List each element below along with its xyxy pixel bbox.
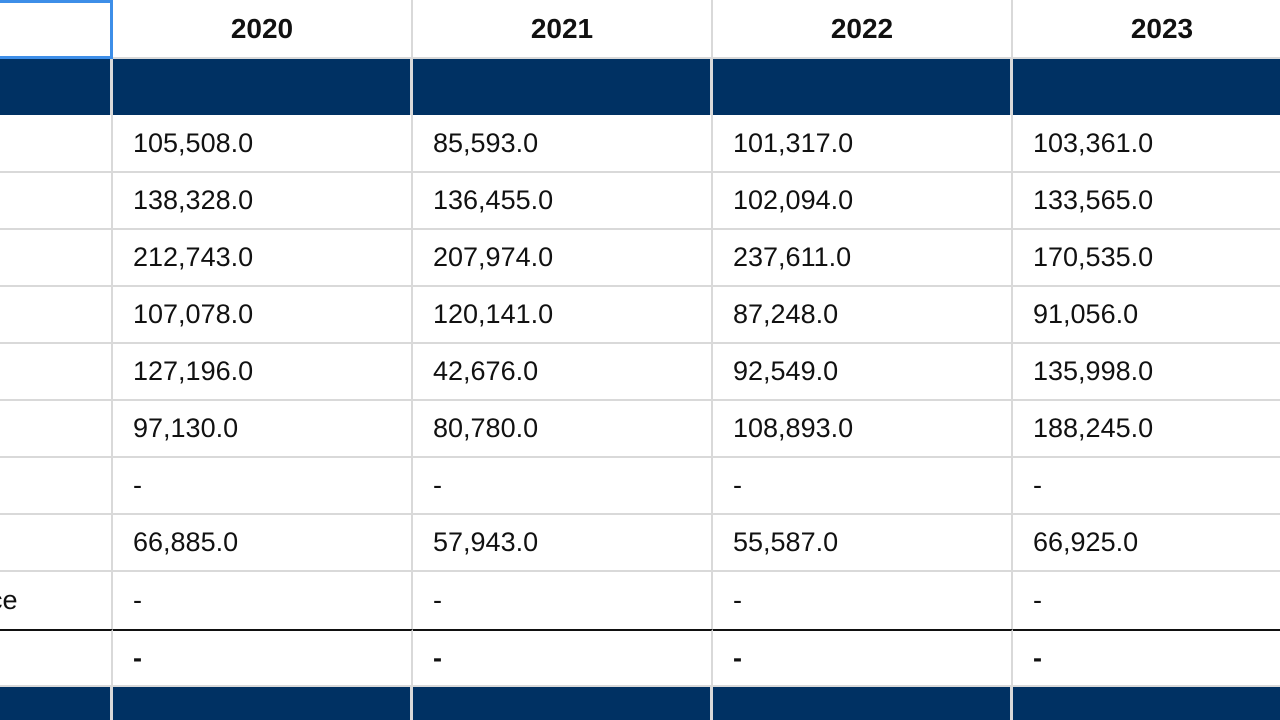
row-label-cell[interactable] — [0, 515, 113, 572]
table-cell[interactable]: - — [713, 458, 1013, 515]
table-cell[interactable]: 101,317.0 — [713, 115, 1013, 173]
row-label-cell[interactable] — [0, 401, 113, 458]
table-cell[interactable]: - — [113, 572, 413, 629]
section-band-bottom — [0, 687, 1280, 720]
table-row: - - - - — [0, 458, 1280, 515]
table-cell[interactable]: 107,078.0 — [113, 287, 413, 344]
table-cell[interactable]: 138,328.0 — [113, 173, 413, 230]
table-cell[interactable]: - — [1013, 458, 1280, 515]
row-label-cell[interactable] — [0, 629, 113, 687]
band-cell[interactable] — [113, 59, 413, 115]
table-cell[interactable]: 66,885.0 — [113, 515, 413, 572]
table-cell[interactable]: 97,130.0 — [113, 401, 413, 458]
table-cell[interactable]: 127,196.0 — [113, 344, 413, 401]
total-cell[interactable]: - — [713, 629, 1013, 687]
table-row: 138,328.0 136,455.0 102,094.0 133,565.0 — [0, 173, 1280, 230]
section-band-top — [0, 59, 1280, 115]
table-row: nce - - - - — [0, 572, 1280, 629]
table-row: 66,885.0 57,943.0 55,587.0 66,925.0 — [0, 515, 1280, 572]
table-cell[interactable]: 42,676.0 — [413, 344, 713, 401]
band-cell[interactable] — [713, 687, 1013, 720]
table-row: 107,078.0 120,141.0 87,248.0 91,056.0 — [0, 287, 1280, 344]
column-header-2022[interactable]: 2022 — [713, 0, 1013, 59]
table-cell[interactable]: 85,593.0 — [413, 115, 713, 173]
table-cell[interactable]: 188,245.0 — [1013, 401, 1280, 458]
table-cell[interactable]: - — [113, 458, 413, 515]
table-row: 127,196.0 42,676.0 92,549.0 135,998.0 — [0, 344, 1280, 401]
row-label-cell[interactable] — [0, 230, 113, 287]
table-cell[interactable]: 108,893.0 — [713, 401, 1013, 458]
column-header-2023[interactable]: 2023 — [1013, 0, 1280, 59]
table-cell[interactable]: 87,248.0 — [713, 287, 1013, 344]
band-cell[interactable] — [0, 59, 113, 115]
row-label-cell[interactable] — [0, 287, 113, 344]
table-row: 97,130.0 80,780.0 108,893.0 188,245.0 — [0, 401, 1280, 458]
table-cell[interactable]: 91,056.0 — [1013, 287, 1280, 344]
row-label-cell[interactable] — [0, 115, 113, 173]
band-cell[interactable] — [1013, 687, 1280, 720]
table-cell[interactable]: 120,141.0 — [413, 287, 713, 344]
table-cell[interactable]: 133,565.0 — [1013, 173, 1280, 230]
selected-corner-cell[interactable] — [0, 0, 113, 59]
band-cell[interactable] — [113, 687, 413, 720]
total-cell[interactable]: - — [413, 629, 713, 687]
band-cell[interactable] — [713, 59, 1013, 115]
row-label-cell[interactable] — [0, 458, 113, 515]
table-row: 105,508.0 85,593.0 101,317.0 103,361.0 — [0, 115, 1280, 173]
table-cell[interactable]: - — [713, 572, 1013, 629]
row-label-cell[interactable] — [0, 173, 113, 230]
table-cell[interactable]: 237,611.0 — [713, 230, 1013, 287]
column-header-2020[interactable]: 2020 — [113, 0, 413, 59]
table-cell[interactable]: 66,925.0 — [1013, 515, 1280, 572]
table-cell[interactable]: 207,974.0 — [413, 230, 713, 287]
table-cell[interactable]: 170,535.0 — [1013, 230, 1280, 287]
table-cell[interactable]: - — [413, 572, 713, 629]
band-cell[interactable] — [413, 59, 713, 115]
table-cell[interactable]: 80,780.0 — [413, 401, 713, 458]
band-cell[interactable] — [1013, 59, 1280, 115]
table-cell[interactable]: 55,587.0 — [713, 515, 1013, 572]
total-cell[interactable]: - — [1013, 629, 1280, 687]
table-row: 212,743.0 207,974.0 237,611.0 170,535.0 — [0, 230, 1280, 287]
table-cell[interactable]: 57,943.0 — [413, 515, 713, 572]
table-cell[interactable]: 212,743.0 — [113, 230, 413, 287]
total-cell[interactable]: - — [113, 629, 413, 687]
table-cell[interactable]: - — [1013, 572, 1280, 629]
row-label: nce — [0, 585, 18, 615]
total-row: - - - - — [0, 629, 1280, 687]
table-cell[interactable]: 135,998.0 — [1013, 344, 1280, 401]
column-header-2021[interactable]: 2021 — [413, 0, 713, 59]
band-cell[interactable] — [413, 687, 713, 720]
table-cell[interactable]: 136,455.0 — [413, 173, 713, 230]
table-cell[interactable]: 103,361.0 — [1013, 115, 1280, 173]
header-row: 2020 2021 2022 2023 — [0, 0, 1280, 59]
table-cell[interactable]: 102,094.0 — [713, 173, 1013, 230]
table-cell[interactable]: 105,508.0 — [113, 115, 413, 173]
table-cell[interactable]: - — [413, 458, 713, 515]
band-cell[interactable] — [0, 687, 113, 720]
row-label-cell[interactable]: nce — [0, 572, 113, 629]
table-cell[interactable]: 92,549.0 — [713, 344, 1013, 401]
row-label-cell[interactable] — [0, 344, 113, 401]
